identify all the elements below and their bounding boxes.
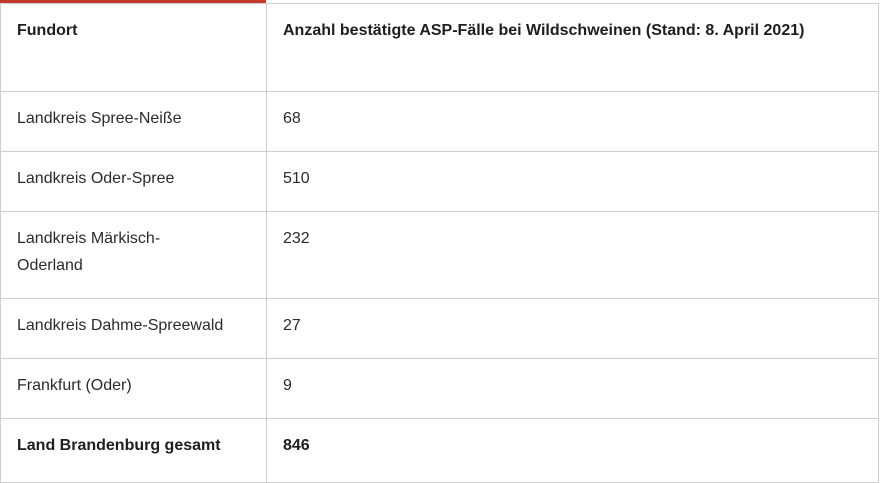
cell-location: Frankfurt (Oder) bbox=[0, 358, 267, 419]
total-cases: 846 bbox=[266, 418, 879, 483]
table-row: Landkreis Oder-Spree 510 bbox=[0, 151, 879, 212]
cell-cases: 9 bbox=[266, 358, 879, 419]
table-row: Landkreis Dahme-Spreewald 27 bbox=[0, 298, 879, 359]
asp-cases-table: Fundort Anzahl bestätigte ASP-Fälle bei … bbox=[0, 3, 879, 483]
total-location: Land Brandenburg gesamt bbox=[0, 418, 267, 483]
cell-location: Landkreis Oder-Spree bbox=[0, 151, 267, 212]
cell-cases: 232 bbox=[266, 211, 879, 299]
table-header-row: Fundort Anzahl bestätigte ASP-Fälle bei … bbox=[0, 3, 879, 92]
cell-location: Landkreis Spree-Neiße bbox=[0, 91, 267, 152]
table-row: Landkreis Märkisch-Oderland 232 bbox=[0, 211, 879, 299]
table-row: Frankfurt (Oder) 9 bbox=[0, 358, 879, 419]
header-cases: Anzahl bestätigte ASP-Fälle bei Wildschw… bbox=[266, 3, 879, 92]
cell-cases: 510 bbox=[266, 151, 879, 212]
header-accent-line bbox=[0, 0, 266, 3]
cell-location: Landkreis Märkisch-Oderland bbox=[0, 211, 267, 299]
cell-location: Landkreis Dahme-Spreewald bbox=[0, 298, 267, 359]
cell-cases: 27 bbox=[266, 298, 879, 359]
table-total-row: Land Brandenburg gesamt 846 bbox=[0, 418, 879, 483]
table-row: Landkreis Spree-Neiße 68 bbox=[0, 91, 879, 152]
header-location: Fundort bbox=[0, 3, 267, 92]
cell-cases: 68 bbox=[266, 91, 879, 152]
